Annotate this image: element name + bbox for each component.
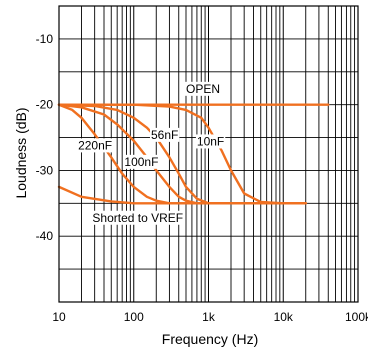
tick-labels: 10 100 1k 10k 100k -10 -20 -30 -40 [36, 32, 368, 324]
annotation-label: 100nF [124, 155, 158, 169]
annotation-label: 10nF [197, 134, 224, 148]
x-axis-label: Frequency (Hz) [162, 331, 258, 347]
y-tick-label: -30 [36, 163, 54, 177]
grid [58, 5, 358, 303]
annotation-background [77, 138, 114, 153]
annotation-label: OPEN [186, 82, 220, 96]
series-line-10nF [57, 103, 307, 205]
y-tick-label: -10 [36, 32, 54, 46]
x-tick-label: 10 [52, 310, 66, 324]
y-tick-label: -40 [36, 229, 54, 243]
annotation-background [184, 81, 222, 96]
annotation-group: 56nF [149, 127, 180, 142]
annotation-background [149, 127, 180, 142]
x-tick-label: 100k [345, 310, 368, 324]
annotation-background [195, 134, 226, 149]
annotation-group: 220nF [77, 138, 114, 153]
series-lines [57, 103, 330, 205]
annotations: OPEN 10nF 56nF 100nF 220nF Shorted to VREF [77, 81, 226, 225]
series-line-100nF [57, 103, 262, 205]
y-axis-label: Loudness (dB) [13, 107, 29, 198]
annotation-label: 220nF [78, 138, 112, 152]
series-line-shorted [57, 185, 307, 205]
annotation-background [91, 210, 185, 225]
annotation-label: Shorted to VREF [92, 211, 183, 225]
series-line-56nF [57, 103, 307, 205]
annotation-group: OPEN [184, 81, 222, 96]
annotation-background [123, 154, 160, 169]
annotation-group: 10nF [195, 134, 226, 149]
x-tick-label: 100 [124, 310, 144, 324]
annotation-group: Shorted to VREF [91, 210, 185, 225]
annotation-group: 100nF [123, 154, 160, 169]
x-tick-label: 1k [202, 310, 216, 324]
annotation-label: 56nF [151, 128, 178, 142]
plot-frame [58, 5, 359, 303]
x-tick-label: 10k [274, 310, 294, 324]
y-tick-label: -20 [36, 98, 54, 112]
